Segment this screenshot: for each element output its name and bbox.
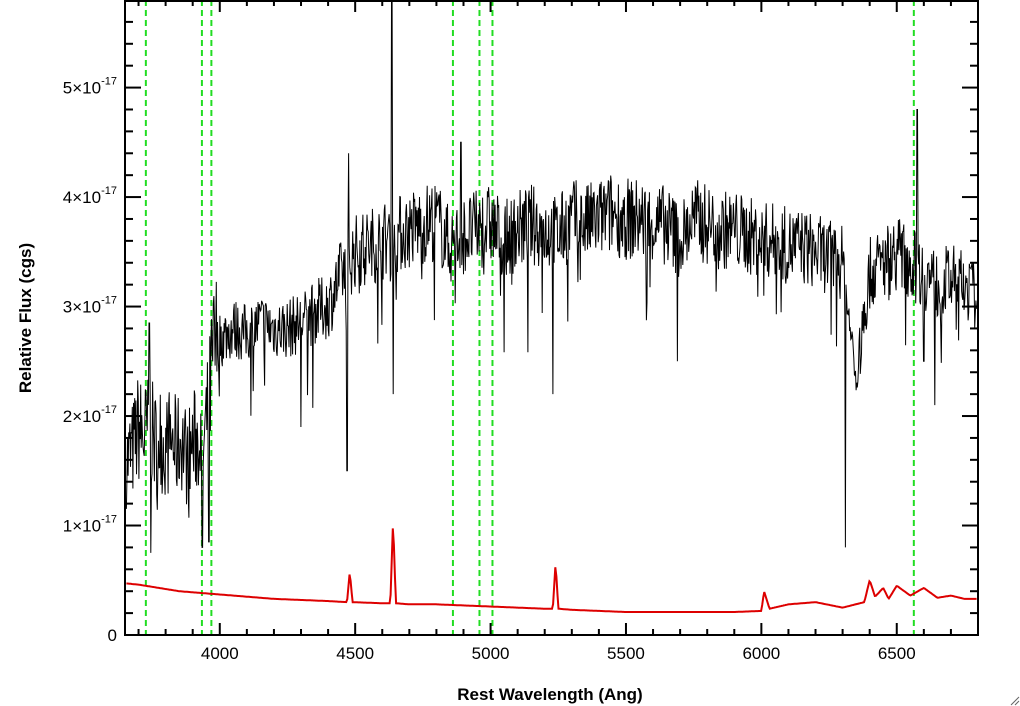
x-tick-label: 6000 — [742, 644, 780, 663]
y-tick-exponent: -17 — [101, 295, 117, 307]
x-tick-label: 6500 — [878, 644, 916, 663]
y-tick-mantissa: 0 — [108, 626, 117, 645]
y-tick-exponent: -17 — [101, 404, 117, 416]
y-tick-mantissa: 4×10 — [63, 188, 101, 207]
y-axis-title: Relative Flux (cgs) — [16, 243, 35, 393]
y-tick-mantissa: 2×10 — [63, 407, 101, 426]
series-line-0 — [125, 0, 977, 553]
y-tick-label: 0 — [108, 626, 117, 645]
y-tick-exponent: -17 — [101, 185, 117, 197]
x-tick-label: 4500 — [336, 644, 374, 663]
reference-lines — [144, 0, 915, 635]
series-line-1 — [126, 528, 977, 613]
series-group — [125, 0, 977, 613]
plot-frame — [124, 0, 979, 636]
y-tick-label: 1×10-17 — [63, 514, 117, 536]
y-tick-exponent: -17 — [101, 76, 117, 88]
y-tick-mantissa: 5×10 — [63, 79, 101, 98]
axis-ticks — [125, 0, 979, 636]
y-tick-label: 5×10-17 — [63, 76, 117, 98]
y-tick-label: 4×10-17 — [63, 185, 117, 207]
x-axis-title: Rest Wavelength (Ang) — [457, 685, 642, 704]
x-tick-label: 5500 — [607, 644, 645, 663]
x-tick-label: 4000 — [201, 644, 239, 663]
y-tick-labels: 01×10-172×10-173×10-174×10-175×10-17 — [63, 76, 117, 645]
resize-grip-icon — [1010, 696, 1020, 706]
x-tick-labels: 4000 4500 5000 5500 6000 6500 — [201, 644, 916, 663]
y-tick-label: 3×10-17 — [63, 295, 117, 317]
y-tick-mantissa: 1×10 — [63, 517, 101, 536]
x-tick-label: 5000 — [472, 644, 510, 663]
y-tick-mantissa: 3×10 — [63, 298, 101, 317]
y-tick-label: 2×10-17 — [63, 404, 117, 426]
y-tick-exponent: -17 — [101, 514, 117, 526]
